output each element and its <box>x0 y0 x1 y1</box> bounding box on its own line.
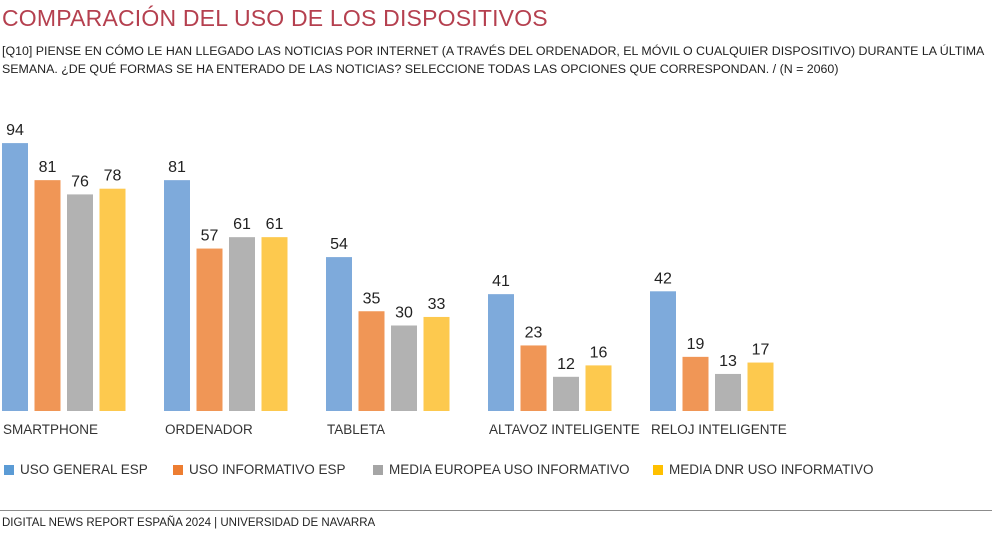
footer-divider <box>0 510 992 511</box>
data-label: 61 <box>233 216 251 233</box>
legend-item-uso-general-esp: USO GENERAL ESP <box>4 462 148 477</box>
data-label: 17 <box>752 342 770 359</box>
chart-subtitle: [Q10] PIENSE EN CÓMO LE HAN LLEGADO LAS … <box>2 44 984 76</box>
legend-swatch-icon <box>373 464 383 475</box>
data-label: 16 <box>590 344 608 361</box>
bar <box>229 237 255 411</box>
legend-label: USO GENERAL ESP <box>20 462 148 477</box>
data-label: 78 <box>104 168 122 185</box>
category-label: ORDENADOR <box>165 422 253 437</box>
data-label: 19 <box>687 336 705 353</box>
data-label: 61 <box>266 216 284 233</box>
bar <box>34 180 61 411</box>
data-label: 94 <box>6 122 24 139</box>
legend-label: MEDIA EUROPEA USO INFORMATIVO <box>389 462 630 477</box>
data-label: 81 <box>39 159 57 176</box>
data-label: 42 <box>654 270 672 287</box>
bar <box>99 188 126 411</box>
data-label: 81 <box>168 159 186 176</box>
bar-chart: 94 81 76 78 SMARTPHONE 81 57 61 61 ORDENADOR 54 35 3… <box>2 122 787 437</box>
data-label: 33 <box>428 296 446 313</box>
bar <box>391 325 417 411</box>
bar <box>747 362 774 411</box>
data-label: 30 <box>395 305 413 322</box>
footer-credit: DIGITAL NEWS REPORT ESPAÑA 2024 | UNIVER… <box>2 517 376 529</box>
bar <box>326 257 352 411</box>
data-label: 54 <box>330 236 348 253</box>
bar <box>682 356 709 411</box>
legend-swatch-icon <box>4 464 14 475</box>
bar <box>358 311 385 411</box>
data-label: 41 <box>492 273 510 290</box>
data-label: 35 <box>363 290 381 307</box>
bar <box>423 316 450 411</box>
bar <box>553 376 579 411</box>
data-label: 12 <box>557 356 575 373</box>
data-label: 13 <box>719 353 737 370</box>
bar <box>650 291 676 411</box>
bar <box>164 180 190 411</box>
bar <box>585 365 612 411</box>
category-label: RELOJ INTELIGENTE <box>651 422 787 437</box>
bar <box>488 294 514 411</box>
category-label: SMARTPHONE <box>3 422 98 437</box>
bar <box>196 248 223 411</box>
legend-label: USO INFORMATIVO ESP <box>189 462 346 477</box>
chart-title: COMPARACIÓN DEL USO DE LOS DISPOSITIVOS <box>2 5 548 31</box>
category-label: TABLETA <box>327 422 385 437</box>
category-label: ALTAVOZ INTELIGENTE <box>489 422 640 437</box>
bar <box>2 143 28 411</box>
legend-swatch-icon <box>653 464 663 475</box>
bar <box>520 345 547 411</box>
bar <box>715 373 741 411</box>
legend-item-media-europea: MEDIA EUROPEA USO INFORMATIVO <box>373 462 630 477</box>
data-label: 57 <box>201 228 219 245</box>
data-label: 76 <box>71 173 89 190</box>
legend-swatch-icon <box>173 464 183 475</box>
legend-item-media-dnr: MEDIA DNR USO INFORMATIVO <box>653 462 874 477</box>
bar <box>67 194 93 411</box>
bar <box>261 237 288 411</box>
legend-item-uso-informativo-esp: USO INFORMATIVO ESP <box>173 462 346 477</box>
data-label: 23 <box>525 324 543 341</box>
legend-label: MEDIA DNR USO INFORMATIVO <box>669 462 874 477</box>
